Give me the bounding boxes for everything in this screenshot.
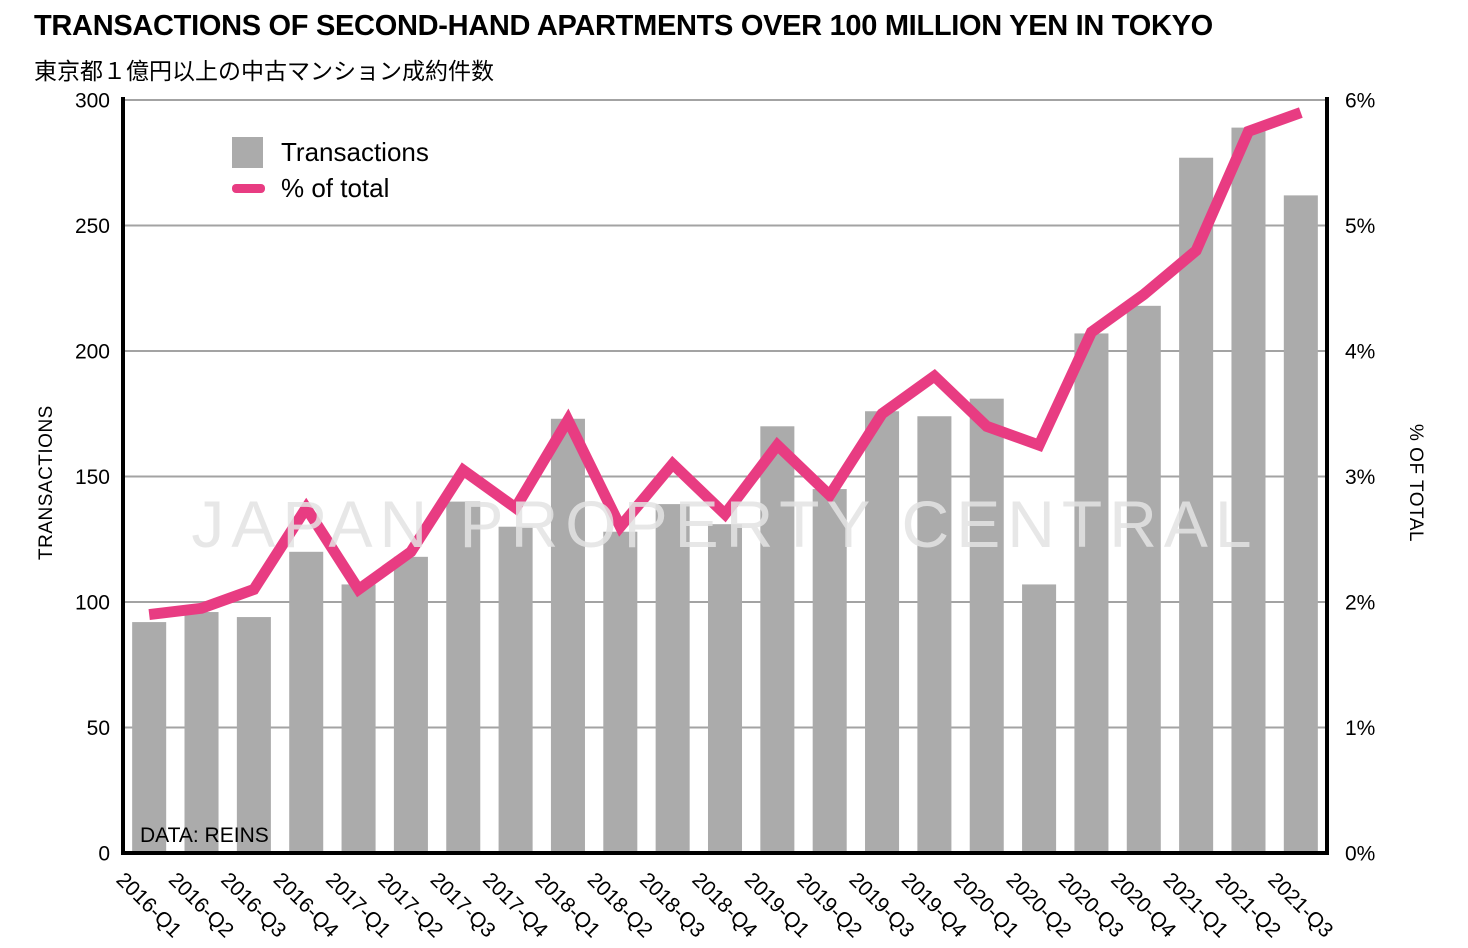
bar-2018-Q3 (655, 504, 690, 853)
bar-2018-Q1 (550, 418, 585, 853)
y-right-tick-label: 2% (1345, 591, 1375, 614)
legend-item-transactions: Transactions (232, 134, 429, 170)
bar-2019-Q3 (865, 411, 900, 853)
bar-2020-Q4 (1126, 305, 1161, 853)
right-axis-title: % OF TOTAL (1405, 424, 1426, 542)
bar-2016-Q2 (184, 612, 219, 853)
bar-2017-Q4 (498, 526, 533, 853)
y-right-tick-label: 3% (1345, 466, 1375, 489)
bar-2021-Q2 (1231, 127, 1266, 854)
left-axis-title: TRANSACTIONS (36, 405, 57, 560)
y-right-tick-label: 0% (1345, 842, 1375, 865)
bar-2019-Q2 (812, 489, 847, 853)
bar-2019-Q1 (760, 426, 795, 853)
percent-line-swatch-icon (232, 183, 265, 193)
bar-2021-Q3 (1283, 195, 1318, 853)
y-left-tick-label: 50 (87, 717, 110, 740)
bar-2020-Q3 (1074, 333, 1109, 853)
bar-2020-Q1 (969, 398, 1004, 853)
bar-2017-Q2 (393, 556, 428, 853)
y-left-tick-label: 0 (98, 842, 110, 865)
percent-of-total-line (148, 107, 1303, 621)
chart-subtitle-japanese: 東京都１億円以上の中古マンション成約件数 (34, 58, 494, 84)
bar-2017-Q1 (341, 584, 376, 853)
data-source-note: DATA: REINS (140, 824, 269, 847)
bar-2020-Q2 (1022, 584, 1057, 853)
y-left-tick-label: 200 (75, 340, 110, 363)
bar-2016-Q4 (289, 551, 324, 853)
y-right-tick-label: 4% (1345, 340, 1375, 363)
y-left-tick-label: 300 (75, 89, 110, 112)
bar-2017-Q3 (446, 501, 481, 853)
legend: Transactions % of total (232, 134, 429, 206)
legend-item-percent: % of total (232, 170, 429, 206)
bar-2016-Q3 (236, 617, 271, 853)
bar-2018-Q4 (707, 524, 743, 853)
y-left-tick-label: 100 (75, 591, 110, 614)
bar-2018-Q2 (603, 531, 638, 853)
chart-title: TRANSACTIONS OF SECOND-HAND APARTMENTS O… (34, 10, 1213, 42)
y-left-tick-label: 250 (75, 215, 110, 238)
bar-2016-Q1 (132, 622, 167, 853)
y-right-tick-label: 1% (1345, 717, 1375, 740)
bar-2021-Q1 (1179, 157, 1214, 854)
y-right-tick-label: 5% (1345, 215, 1375, 238)
y-left-tick-label: 150 (75, 466, 110, 489)
legend-percent-label: % of total (281, 173, 390, 203)
bar-2019-Q4 (917, 416, 952, 853)
transactions-swatch-icon (232, 136, 263, 168)
y-right-tick-label: 6% (1345, 89, 1375, 112)
legend-transactions-label: Transactions (281, 137, 429, 167)
